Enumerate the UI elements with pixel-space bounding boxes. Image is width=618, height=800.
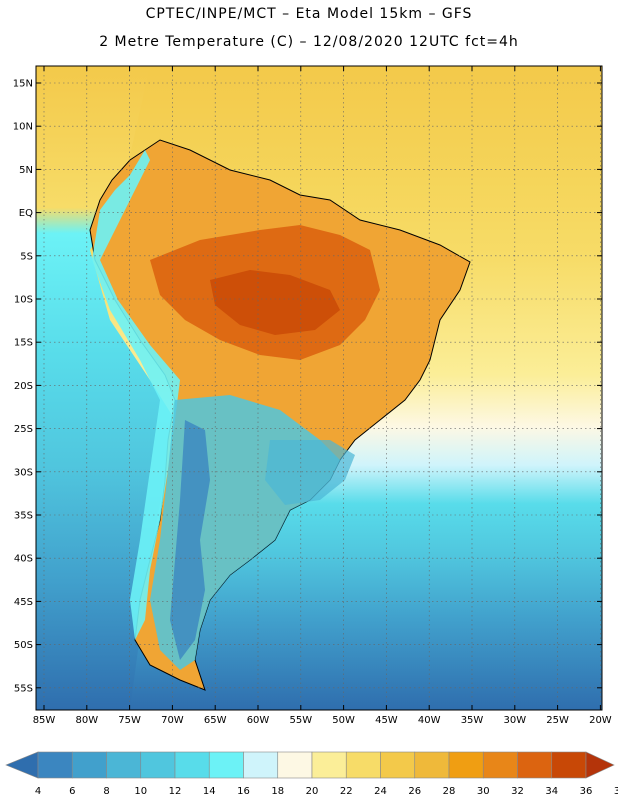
lon-label: 25W	[546, 715, 569, 726]
colorbar-swatch	[311, 751, 347, 779]
colorbar-low-arrow	[5, 751, 39, 779]
colorbar-label: 34	[545, 786, 558, 797]
colorbar-swatch	[380, 751, 416, 779]
very-hot-core	[210, 270, 340, 335]
colorbar-swatch	[174, 751, 210, 779]
lat-label: 25S	[14, 424, 33, 435]
lon-label: 20W	[589, 715, 612, 726]
lon-label: 70W	[161, 715, 184, 726]
lon-label: 80W	[75, 715, 98, 726]
andes-cold-ridge	[92, 150, 180, 640]
colorbar-swatch	[243, 751, 279, 779]
colorbar-swatch	[448, 751, 484, 779]
graticule	[36, 66, 602, 710]
temperature-map: 15N 10N 5N EQ 5S 10S 15S 20S 25S 30S 35S 40S 45S 50S 5…	[13, 65, 612, 726]
colorbar-label: 8	[103, 786, 109, 797]
colorbar-swatch	[71, 751, 107, 779]
lat-label: EQ	[19, 208, 33, 219]
title-line-2: 2 Metre Temperature (C) – 12/08/2020 12U…	[99, 34, 519, 50]
colorbar-swatch	[551, 751, 587, 779]
lon-label: 50W	[332, 715, 355, 726]
lon-label: 45W	[375, 715, 398, 726]
lat-label: 30S	[14, 467, 33, 478]
colorbar-labels: 4 6 8 10 12 14 16 18 20 22 24 26 28 30 32 34 36 38	[35, 786, 618, 797]
colorbar-label: 18	[271, 786, 284, 797]
colorbar-swatch	[345, 751, 381, 779]
axis-ticks	[36, 66, 602, 710]
colorbar: 4 6 8 10 12 14 16 18 20 22 24 26 28 30 32 34 36 38	[5, 751, 618, 797]
colorbar-label: 10	[134, 786, 147, 797]
lon-label: 55W	[289, 715, 312, 726]
lat-label: 10N	[13, 122, 33, 133]
lat-label: 20S	[14, 381, 33, 392]
colorbar-label: 12	[169, 786, 182, 797]
colorbar-swatch	[277, 751, 313, 779]
colorbar-label: 20	[306, 786, 319, 797]
colorbar-label: 26	[408, 786, 421, 797]
lat-label: 50S	[14, 640, 33, 651]
longitude-labels: 85W 80W 75W 70W 65W 60W 55W 50W 45W 40W 35W 30W 25W 2…	[33, 715, 612, 726]
colorbar-swatch	[140, 751, 176, 779]
lon-label: 60W	[247, 715, 270, 726]
latitude-labels: 15N 10N 5N EQ 5S 10S 15S 20S 25S 30S 35S 40S 45S 50S 5…	[13, 79, 33, 695]
colorbar-swatch	[517, 751, 553, 779]
southern-brazil-mild	[265, 440, 355, 505]
colorbar-label: 24	[374, 786, 387, 797]
colorbar-swatch	[414, 751, 450, 779]
colorbar-label: 4	[35, 786, 41, 797]
colorbar-label: 36	[580, 786, 593, 797]
lat-label: 45S	[14, 597, 33, 608]
colorbar-label: 38	[614, 786, 618, 797]
lon-label: 30W	[503, 715, 526, 726]
colorbar-high-arrow	[585, 751, 615, 779]
lat-label: 35S	[14, 511, 33, 522]
colorbar-swatch	[482, 751, 518, 779]
title-line-1: CPTEC/INPE/MCT – Eta Model 15km – GFS	[145, 6, 473, 22]
lon-label: 85W	[33, 715, 56, 726]
lat-label: 40S	[14, 554, 33, 565]
colorbar-swatch	[208, 751, 244, 779]
colorbar-label: 16	[237, 786, 250, 797]
colorbar-label: 30	[477, 786, 490, 797]
colorbar-swatch	[37, 751, 73, 779]
lat-label: 5S	[20, 251, 33, 262]
lat-label: 55S	[14, 683, 33, 694]
lat-label: 5N	[19, 165, 33, 176]
colorbar-label: 22	[340, 786, 353, 797]
patagonia-cold	[170, 420, 210, 660]
colorbar-label: 28	[443, 786, 456, 797]
lat-label: 15S	[14, 338, 33, 349]
lat-label: 10S	[14, 295, 33, 306]
lon-label: 65W	[204, 715, 227, 726]
map-frame	[35, 65, 603, 711]
colorbar-label: 14	[203, 786, 216, 797]
colorbar-swatches	[5, 751, 615, 779]
lon-label: 40W	[418, 715, 441, 726]
lon-label: 75W	[118, 715, 141, 726]
lon-label: 35W	[461, 715, 484, 726]
colorbar-label: 6	[69, 786, 75, 797]
lat-label: 15N	[13, 79, 33, 90]
colorbar-swatch	[106, 751, 142, 779]
colorbar-label: 32	[511, 786, 524, 797]
